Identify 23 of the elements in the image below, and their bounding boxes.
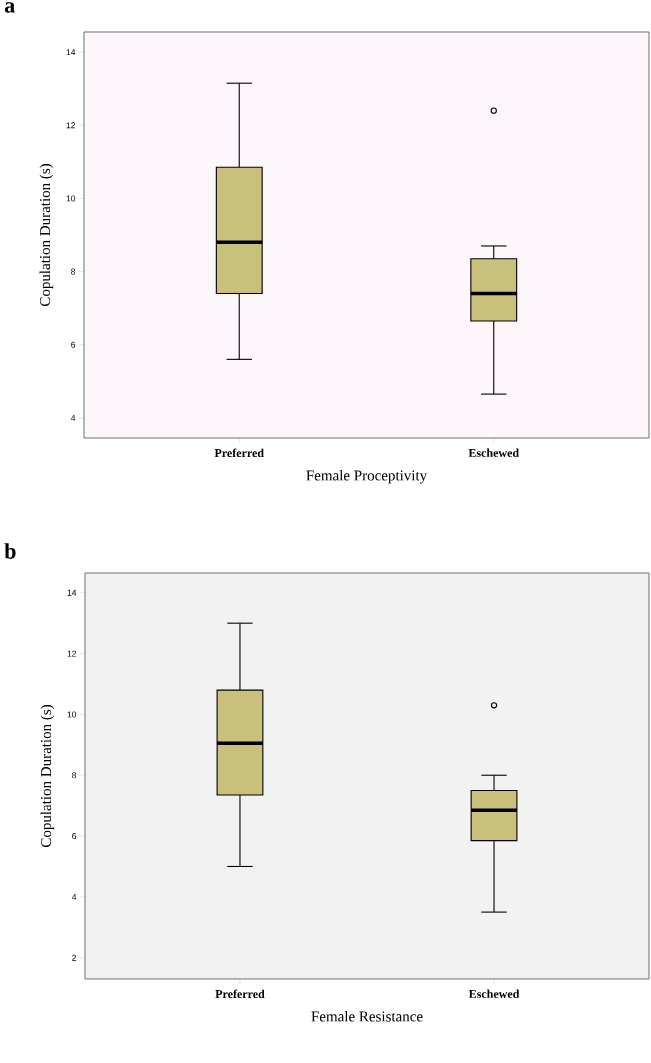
y-tick-label: 8 bbox=[72, 772, 77, 779]
y-tick-label: 2 bbox=[72, 954, 77, 961]
y-tick-label: 6 bbox=[71, 341, 76, 348]
y-axis-title: Copulation Duration (s) bbox=[39, 163, 54, 307]
x-tick-label: Eschewed bbox=[468, 448, 519, 457]
x-tick-label: Preferred bbox=[215, 989, 265, 999]
chart-title: b bbox=[4, 543, 16, 559]
y-tick-label: 12 bbox=[67, 650, 77, 657]
x-tick-label: Preferred bbox=[214, 448, 264, 458]
x-tick-label: Eschewed bbox=[468, 989, 520, 998]
y-tick-label: 8 bbox=[71, 268, 76, 275]
x-axis-title: Female Resistance bbox=[311, 1010, 423, 1022]
y-tick-label: 4 bbox=[70, 414, 76, 421]
y-tick-label: 14 bbox=[67, 589, 77, 596]
x-axis-title: Female Proceptivity bbox=[306, 469, 428, 484]
y-tick-label: 4 bbox=[71, 893, 77, 900]
y-axis-title: Copulation Duration (s) bbox=[40, 705, 55, 848]
y-tick-label: 12 bbox=[66, 122, 76, 129]
y-tick-label: 14 bbox=[66, 49, 76, 56]
chart-title: a bbox=[4, 2, 15, 13]
y-tick-label: 10 bbox=[67, 711, 77, 718]
y-tick-label: 10 bbox=[66, 195, 76, 202]
y-tick-label: 6 bbox=[72, 833, 77, 840]
